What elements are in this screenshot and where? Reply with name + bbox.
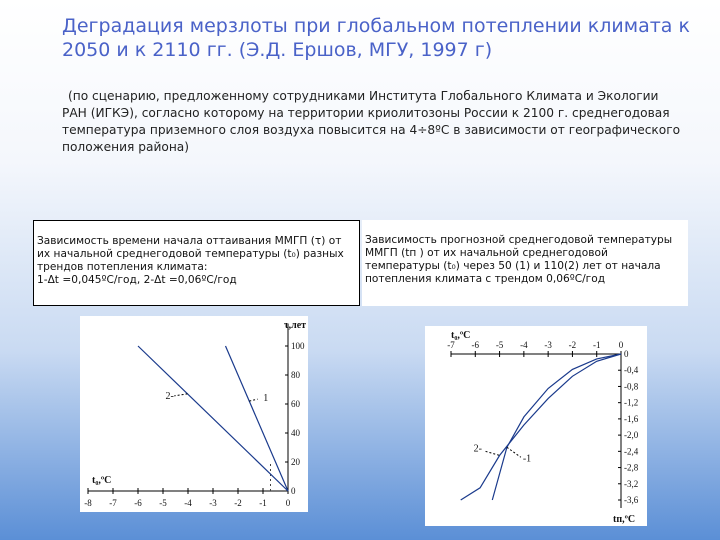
series-line-1 <box>491 353 622 501</box>
x-tick-label: -4 <box>184 498 192 508</box>
series-leader-2 <box>485 450 500 456</box>
y-axis-label: τ,лет <box>284 320 306 331</box>
y-tick-label: -1,6 <box>624 414 639 424</box>
x-tick-label: -2 <box>569 340 577 350</box>
y-tick-label: 40 <box>291 428 301 438</box>
left-chart-panel: -8 -7 -6 -5 -4 -3 -2 -1 0 0 20 40 60 80 100 τ,лет t₀,ºC 1… <box>80 316 308 512</box>
x-tick-label: -3 <box>209 498 217 508</box>
y-tick-label: -2,0 <box>624 430 639 440</box>
series-line-2 <box>137 345 289 492</box>
series-label-2: 2- <box>166 391 174 402</box>
y-tick-label: 60 <box>291 399 301 409</box>
left-chart: -8 -7 -6 -5 -4 -3 -2 -1 00 20 40 60 80 100 τ,лет t₀,ºC 1… <box>84 320 306 508</box>
right-chart: -7 -6 -5 -4 -3 -2 -1 00 -0,4 -0,8 -1,2 -1,6 -2,0 -2,4… <box>447 330 639 525</box>
series-line-1 <box>224 345 289 492</box>
x-tick-label: -4 <box>520 340 528 350</box>
series-label-2: 2- <box>474 443 482 454</box>
x-tick-label: -6 <box>134 498 142 508</box>
x-tick-label: -3 <box>544 340 552 350</box>
y-tick-label: 0 <box>291 486 296 496</box>
x-tick-label: -7 <box>447 340 455 350</box>
series-line-2 <box>460 353 622 501</box>
y-tick-label: 80 <box>291 370 301 380</box>
x-tick-label: -7 <box>109 498 117 508</box>
x-axis-label: t₀,ºC <box>92 475 111 486</box>
y-axis-label: tп,ºC <box>613 514 635 525</box>
series-leader-1 <box>249 398 258 402</box>
y-tick-label: -0,4 <box>624 365 639 375</box>
y-tick-label: 100 <box>291 341 305 351</box>
y-tick-label: -2,8 <box>624 463 639 473</box>
y-tick-label: 20 <box>291 457 301 467</box>
page-title: Деградация мерзлоты при глобальном потеп… <box>62 15 690 61</box>
y-tick-label: -0,8 <box>624 381 639 391</box>
x-tick-label: -2 <box>234 498 242 508</box>
series-label-1: -1 <box>523 453 531 464</box>
left-caption-box: Зависимость времени начала оттаивания ММ… <box>33 220 360 306</box>
y-tick-label: -2,4 <box>624 446 639 456</box>
x-tick-label: -1 <box>593 340 601 350</box>
series-leader-1 <box>506 446 522 458</box>
series-label-1: 1 <box>263 393 268 404</box>
y-tick-label: -3,6 <box>624 495 639 505</box>
x-tick-label: 0 <box>286 498 291 508</box>
series-leader-2 <box>174 393 188 397</box>
y-tick-label: 0 <box>624 349 629 359</box>
right-chart-panel: -7 -6 -5 -4 -3 -2 -1 0 0 -0,4 -0,8 -1,2 -1,6 -2,0 -2,4… <box>425 326 647 526</box>
y-tick-label: -3,2 <box>624 479 638 489</box>
x-tick-label: 0 <box>619 340 624 350</box>
x-tick-label: -6 <box>472 340 480 350</box>
left-caption-legend: 1-Δt =0,045ºС/год, 2-Δt =0,06ºС/год <box>37 274 237 286</box>
x-axis-label: t₀,ºC <box>451 330 470 341</box>
y-tick-label: -1,2 <box>624 398 638 408</box>
right-caption-text: Зависимость прогнозной среднегодовой тем… <box>365 234 673 285</box>
page-subtitle: (по сценарию, предложенному сотрудниками… <box>62 89 681 154</box>
right-caption-box: Зависимость прогнозной среднегодовой тем… <box>362 220 688 306</box>
x-tick-label: -1 <box>259 498 267 508</box>
x-tick-label: -8 <box>84 498 92 508</box>
x-tick-label: -5 <box>496 340 504 350</box>
left-caption-text: Зависимость времени начала оттаивания ММ… <box>37 235 344 273</box>
x-tick-label: -5 <box>159 498 167 508</box>
